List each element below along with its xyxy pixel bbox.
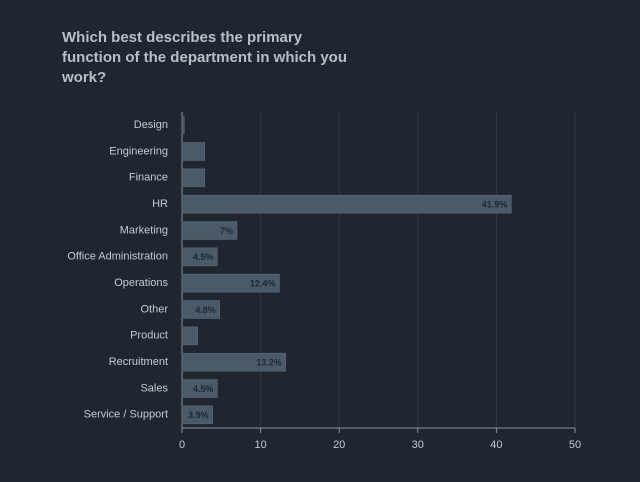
value-label: 4.5% [193, 384, 214, 394]
value-label: 3.9% [188, 410, 209, 420]
y-tick-label: Engineering [109, 145, 168, 157]
chart-title: Which best describes the primary functio… [62, 29, 347, 86]
x-tick-label: 50 [569, 439, 581, 451]
y-tick-label: Other [140, 303, 168, 315]
bar [181, 379, 218, 398]
x-tick-label: 40 [490, 439, 502, 451]
bar [181, 168, 206, 188]
value-label: 7% [220, 226, 233, 236]
bar [181, 352, 287, 372]
y-tick-label: Recruitment [109, 356, 168, 368]
y-tick-label: Operations [114, 277, 168, 289]
value-label: 4.5% [193, 252, 214, 262]
bar [181, 300, 220, 319]
y-tick-label: Finance [129, 172, 168, 184]
y-tick-label: HR [152, 198, 168, 210]
y-tick-label: Design [134, 119, 168, 131]
bar [181, 221, 238, 240]
bar [181, 273, 280, 293]
x-tick-label: 10 [254, 439, 266, 451]
value-label: 12.4% [250, 279, 276, 289]
value-label: 13.2% [256, 358, 282, 368]
y-tick-label: Office Administration [67, 251, 168, 263]
bar [181, 247, 218, 267]
bar [181, 142, 206, 161]
bar [181, 326, 198, 346]
x-tick-label: 20 [333, 439, 345, 451]
y-tick-label: Service / Support [84, 409, 168, 421]
value-label: 41.9% [482, 200, 508, 210]
y-tick-label: Product [130, 330, 168, 342]
x-tick-label: 0 [179, 439, 185, 451]
y-tick-label: Sales [140, 382, 168, 394]
value-label: 4.8% [195, 305, 216, 315]
y-tick-label: Marketing [120, 224, 168, 236]
bar [181, 115, 185, 135]
x-tick-label: 30 [412, 439, 424, 451]
bar [181, 194, 512, 214]
bar [181, 405, 213, 425]
